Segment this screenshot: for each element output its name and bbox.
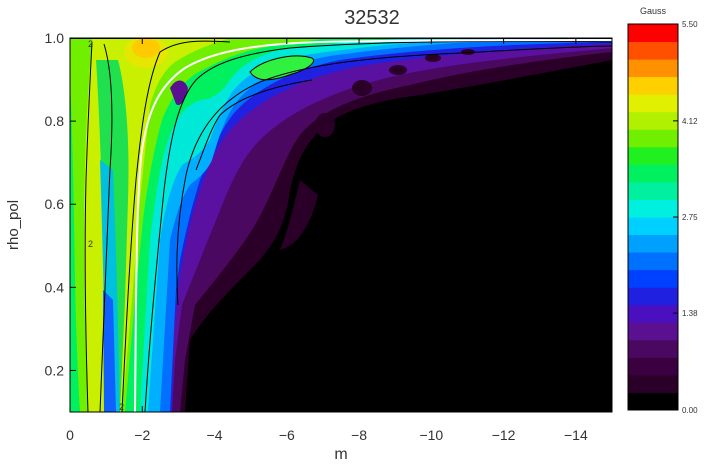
colorbar-segment [628, 199, 678, 218]
contour-island-green [250, 55, 314, 80]
plot-area [70, 38, 612, 412]
chart-title: 32532 [344, 7, 400, 29]
x-tick-label: −10 [419, 427, 443, 443]
colorbar-segment [628, 164, 678, 183]
colorbar-tick-label: 2.75 [682, 213, 698, 222]
colorbar-segment [628, 392, 678, 411]
contour-dip-purple [170, 80, 188, 106]
x-tick-label: −4 [207, 427, 223, 443]
colorbar-segment [628, 287, 678, 306]
contour-label: 2 [88, 39, 93, 49]
y-tick-label: 1.0 [45, 30, 65, 46]
q-surface-line [134, 39, 612, 412]
contour-band-blue-inner [103, 290, 116, 412]
colorbar-segment [628, 304, 678, 323]
colorbar-segment [628, 374, 678, 393]
colorbar-segment [628, 59, 678, 78]
x-tick-label: −6 [279, 427, 295, 443]
colorbar-tick-label: 4.12 [682, 117, 698, 126]
plot-frame [69, 37, 613, 413]
colorbar-tick-label: 1.38 [682, 309, 698, 318]
x-tick-label: 0 [66, 427, 74, 443]
contour-label: 2 [119, 402, 124, 412]
y-tick-label: 0.6 [45, 196, 65, 212]
colorbar-segment [628, 24, 678, 43]
colorbar-segment [628, 94, 678, 113]
contour-band-dark-region [190, 70, 612, 412]
colorbar-tick-label: 5.50 [682, 20, 698, 29]
peak-yellow [124, 38, 168, 68]
y-tick-label: 0.2 [45, 362, 65, 378]
y-axis-label: rho_pol [5, 200, 22, 250]
contour-label: 2 [88, 239, 93, 249]
y-axis: 0.2 0.4 0.6 0.8 1.0 [45, 30, 612, 378]
colorbar-segment [628, 252, 678, 271]
colorbar-segment [628, 234, 678, 253]
colorbar-tick-label: 0.00 [682, 406, 698, 415]
x-tick-label: −2 [134, 427, 150, 443]
colorbar-segment [628, 339, 678, 358]
colorbar-segment [628, 181, 678, 200]
x-axis-label: m [334, 446, 347, 463]
colorbar-segment [628, 269, 678, 288]
x-tick-label: −12 [492, 427, 516, 443]
colorbar-segment [628, 41, 678, 60]
y-tick-label: 0.4 [45, 279, 65, 295]
colorbar-segment [628, 322, 678, 341]
colorbar: 0.00 1.38 2.75 4.12 5.50 [627, 20, 698, 415]
colorbar-segment [628, 129, 678, 148]
x-tick-label: −14 [564, 427, 588, 443]
colorbar-segment [628, 111, 678, 130]
contour-band-dark-ridge [280, 180, 318, 250]
colorbar-segment [628, 217, 678, 236]
colorbar-segment [628, 76, 678, 95]
y-tick-label: 0.8 [45, 113, 65, 129]
contour-band-aqua [70, 38, 480, 412]
colorbar-label: Gauss [640, 6, 667, 16]
colorbar-segment [628, 357, 678, 376]
colorbar-segment [628, 146, 678, 165]
x-tick-label: −8 [351, 427, 367, 443]
contour-lines [84, 40, 612, 412]
edge-blobs [315, 49, 475, 137]
x-axis: 0 −2 −4 −6 −8 −10 −12 −14 [66, 38, 588, 443]
